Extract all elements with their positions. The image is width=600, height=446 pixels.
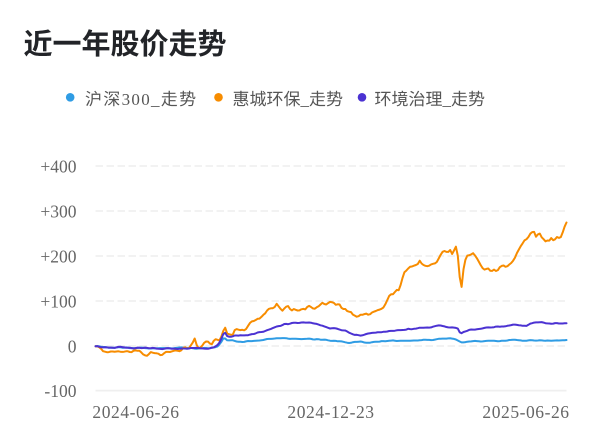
svg-text:+400: +400 bbox=[40, 156, 76, 176]
svg-text:300_: 300_ bbox=[122, 90, 161, 109]
svg-text:0: 0 bbox=[68, 336, 77, 356]
svg-text:+200: +200 bbox=[40, 246, 76, 266]
svg-text:2024-12-23: 2024-12-23 bbox=[287, 402, 374, 422]
svg-text:-100: -100 bbox=[44, 381, 76, 401]
svg-text:_: _ bbox=[442, 90, 452, 109]
svg-text:2024-06-26: 2024-06-26 bbox=[92, 402, 179, 422]
svg-text:2025-06-26: 2025-06-26 bbox=[482, 402, 569, 422]
svg-text:_: _ bbox=[300, 90, 310, 109]
svg-text:+100: +100 bbox=[40, 291, 76, 311]
svg-text:+300: +300 bbox=[40, 201, 76, 221]
